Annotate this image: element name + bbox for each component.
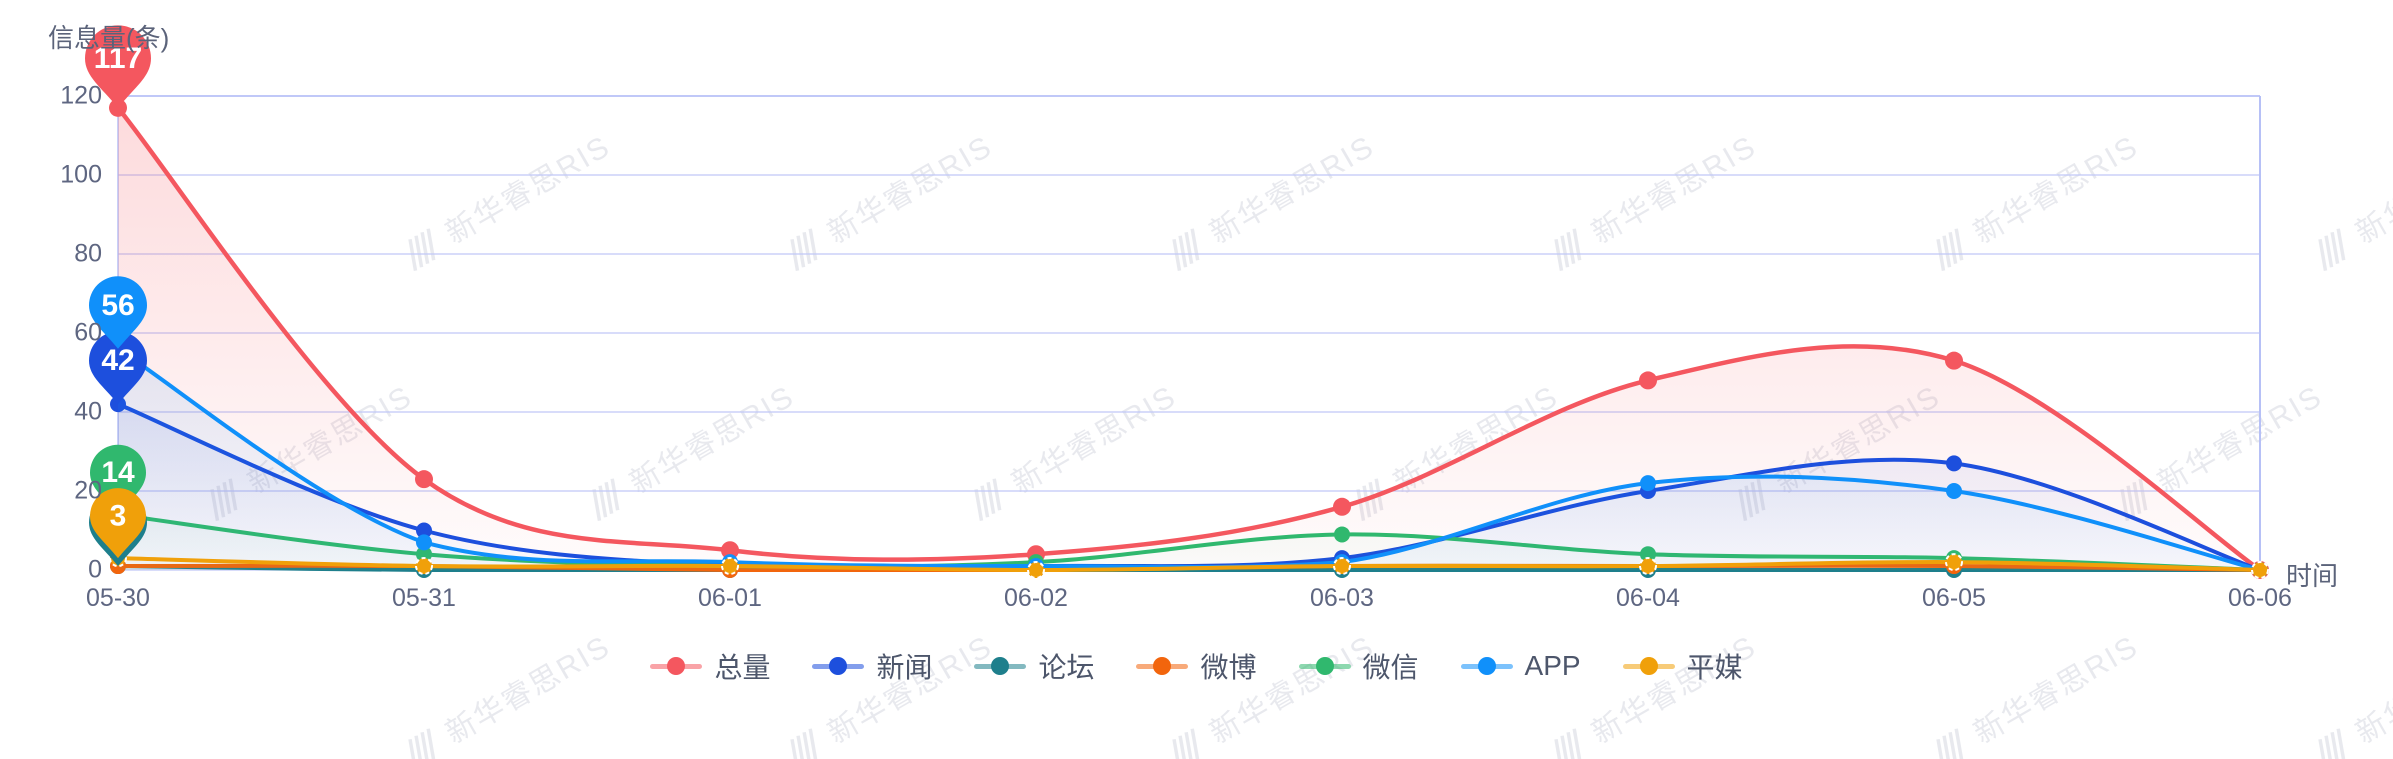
chart-title: 信息量(条)	[48, 23, 170, 53]
legend-item-平媒[interactable]: 平媒	[1622, 646, 1743, 686]
data-point-新闻[interactable]	[416, 522, 432, 539]
series-平媒[interactable]	[109, 549, 2269, 579]
y-tick-label: 40	[74, 397, 102, 426]
max-marker-value: 117	[94, 42, 142, 75]
data-point-总量[interactable]	[721, 541, 739, 560]
data-point-新闻[interactable]	[1946, 455, 1962, 472]
data-point-APP[interactable]	[416, 534, 432, 551]
data-point-平媒[interactable]	[721, 557, 739, 576]
legend-label: APP	[1524, 650, 1581, 681]
legend-item-论坛[interactable]: 论坛	[974, 646, 1094, 686]
data-point-微信[interactable]	[1334, 526, 1350, 543]
y-tick-label: 0	[88, 555, 102, 584]
x-tick-label: 06-03	[1310, 584, 1374, 612]
x-axis-unit-label: 时间	[2286, 561, 2339, 591]
legend-label: 新闻	[876, 652, 933, 683]
legend-item-新闻[interactable]: 新闻	[812, 646, 932, 686]
legend-marker-icon	[974, 657, 1027, 675]
data-point-总量[interactable]	[1639, 371, 1657, 390]
y-tick-label: 120	[60, 81, 102, 110]
legend-item-微信[interactable]: 微信	[1298, 646, 1419, 686]
legend: 总量 新闻 论坛 微博 微信 APP 平媒	[0, 646, 2393, 686]
data-point-总量[interactable]	[1333, 497, 1351, 516]
legend-item-总量[interactable]: 总量	[650, 646, 770, 686]
max-marker-APP[interactable]: 56	[89, 276, 147, 349]
data-point-平媒[interactable]	[1639, 557, 1657, 576]
legend-label: 微博	[1200, 652, 1257, 683]
max-marker-value: 14	[101, 456, 135, 489]
data-point-APP[interactable]	[1640, 475, 1656, 492]
data-point-平媒[interactable]	[1945, 553, 1963, 572]
y-tick-label: 80	[74, 239, 102, 268]
legend-item-微博[interactable]: 微博	[1136, 646, 1257, 686]
max-marker-平媒[interactable]: 3	[90, 488, 146, 559]
legend-marker-icon	[1622, 657, 1675, 675]
legend-label: 平媒	[1686, 652, 1743, 683]
x-tick-label: 06-04	[1616, 584, 1680, 612]
data-point-平媒[interactable]	[1333, 557, 1351, 576]
max-marker-新闻[interactable]: 42	[89, 331, 147, 405]
legend-label: 总量	[714, 652, 771, 683]
max-marker-value: 3	[110, 500, 127, 533]
y-tick-label: 20	[74, 476, 102, 505]
data-point-总量[interactable]	[415, 470, 433, 489]
x-tick-label: 05-31	[392, 584, 456, 612]
data-point-平媒[interactable]	[2251, 561, 2269, 579]
legend-label: 论坛	[1038, 652, 1095, 683]
legend-marker-icon	[1298, 657, 1351, 675]
x-tick-label: 06-05	[1922, 584, 1986, 612]
legend-label: 微信	[1362, 652, 1419, 683]
legend-marker-icon	[812, 657, 865, 675]
max-marker-value: 56	[101, 289, 134, 322]
y-tick-label: 60	[74, 318, 102, 347]
legend-marker-icon	[1460, 657, 1513, 675]
y-tick-label: 100	[60, 160, 102, 189]
max-marker-value: 42	[101, 344, 134, 377]
data-point-平媒[interactable]	[415, 557, 433, 576]
legend-item-APP[interactable]: APP	[1460, 650, 1581, 682]
data-point-APP[interactable]	[1946, 483, 1962, 499]
legend-marker-icon	[1136, 657, 1189, 675]
legend-marker-icon	[650, 657, 703, 675]
x-tick-label: 06-06	[2228, 584, 2292, 612]
x-tick-label: 05-30	[86, 584, 150, 612]
data-point-总量[interactable]	[1945, 351, 1963, 370]
x-tick-label: 06-01	[698, 584, 762, 612]
max-marker-总量[interactable]: 117	[84, 25, 151, 108]
data-point-平媒[interactable]	[1027, 561, 1045, 579]
x-tick-label: 06-02	[1004, 584, 1068, 612]
